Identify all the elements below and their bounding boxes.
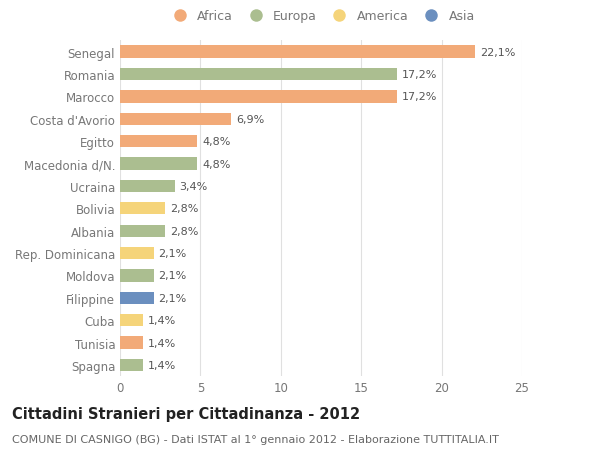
Bar	[120, 136, 197, 148]
Bar	[120, 314, 143, 327]
Text: 4,8%: 4,8%	[202, 159, 230, 169]
Bar	[120, 337, 143, 349]
Text: Cittadini Stranieri per Cittadinanza - 2012: Cittadini Stranieri per Cittadinanza - 2…	[12, 406, 360, 421]
Text: 2,1%: 2,1%	[158, 293, 187, 303]
Text: 3,4%: 3,4%	[179, 181, 208, 191]
Bar	[120, 359, 143, 371]
Text: 6,9%: 6,9%	[236, 114, 264, 124]
Bar	[120, 158, 197, 170]
Text: 22,1%: 22,1%	[480, 47, 515, 57]
Bar	[120, 270, 154, 282]
Text: 2,8%: 2,8%	[170, 226, 198, 236]
Text: 2,8%: 2,8%	[170, 204, 198, 214]
Bar	[120, 69, 397, 81]
Text: 2,1%: 2,1%	[158, 248, 187, 258]
Text: 4,8%: 4,8%	[202, 137, 230, 147]
Bar	[120, 292, 154, 304]
Bar	[120, 113, 231, 126]
Text: 1,4%: 1,4%	[148, 315, 176, 325]
Bar	[120, 46, 475, 59]
Bar	[120, 225, 165, 237]
Bar	[120, 180, 175, 193]
Bar	[120, 91, 397, 103]
Text: 17,2%: 17,2%	[401, 92, 437, 102]
Text: COMUNE DI CASNIGO (BG) - Dati ISTAT al 1° gennaio 2012 - Elaborazione TUTTITALIA: COMUNE DI CASNIGO (BG) - Dati ISTAT al 1…	[12, 434, 499, 444]
Legend: Africa, Europa, America, Asia: Africa, Europa, America, Asia	[162, 6, 480, 28]
Bar	[120, 203, 165, 215]
Text: 17,2%: 17,2%	[401, 70, 437, 80]
Bar	[120, 247, 154, 260]
Text: 1,4%: 1,4%	[148, 360, 176, 370]
Text: 1,4%: 1,4%	[148, 338, 176, 348]
Text: 2,1%: 2,1%	[158, 271, 187, 281]
